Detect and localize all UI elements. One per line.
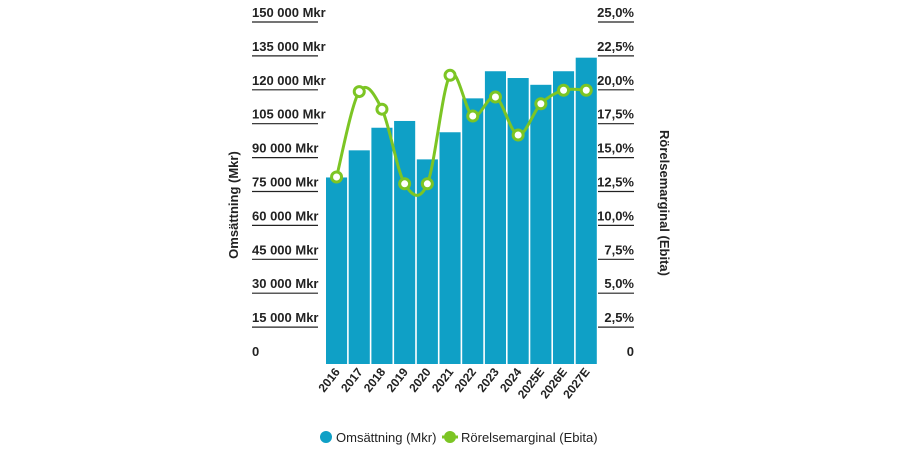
y2-tick-label: 0 — [627, 344, 634, 359]
line-point — [557, 83, 571, 97]
y2-tick-label: 25,0% — [597, 5, 634, 20]
y2-tick-label: 20,0% — [597, 73, 634, 88]
y-tick-label: 15 000 Mkr — [252, 310, 319, 325]
bar — [553, 71, 575, 365]
y-axis-title: Omsättning (Mkr) — [226, 151, 241, 259]
legend-line-label: Rörelsemarginal (Ebita) — [461, 430, 598, 445]
x-tick-label: 2016 — [315, 365, 343, 395]
x-tick-label: 2022 — [452, 365, 480, 395]
x-axis-ticks: 2016201720182019202020212022202320242025… — [315, 365, 592, 401]
line-point — [420, 177, 434, 191]
line-point — [511, 128, 525, 142]
y2-tick-label: 2,5% — [604, 310, 634, 325]
legend-bar-label: Omsättning (Mkr) — [336, 430, 436, 445]
y-tick-label: 105 000 Mkr — [252, 107, 326, 122]
left-axis-ticks: 0 15 000 Mkr 30 000 Mkr 45 000 Mkr 60 000 Mk… — [252, 5, 326, 359]
bar — [348, 150, 370, 364]
y-tick-label: 120 000 Mkr — [252, 73, 326, 88]
bar — [462, 98, 484, 365]
line-point — [352, 85, 366, 99]
x-tick-label: 2020 — [406, 365, 434, 395]
bar — [507, 78, 529, 365]
y-tick-label: 60 000 Mkr — [252, 208, 319, 223]
x-tick-label: 2019 — [384, 365, 412, 395]
bar — [530, 84, 552, 365]
line-point — [466, 109, 480, 123]
y2-tick-label: 17,5% — [597, 107, 634, 122]
y2-tick-label: 7,5% — [604, 242, 634, 257]
bar — [326, 177, 348, 364]
x-tick-label: 2017 — [338, 365, 366, 395]
line-point — [488, 90, 502, 104]
y-tick-label: 135 000 Mkr — [252, 39, 326, 54]
legend-bar-marker — [320, 431, 332, 443]
y-tick-label: 150 000 Mkr — [252, 5, 326, 20]
y-tick-label: 0 — [252, 344, 259, 359]
revenue-bars — [326, 57, 597, 365]
line-point — [443, 68, 457, 82]
legend: Omsättning (Mkr) Rörelsemarginal (Ebita) — [320, 430, 598, 445]
right-axis-ticks: 0 2,5% 5,0% 7,5% 10,0% 12,5% 15,0% 17,5% 20,0% 22… — [597, 5, 634, 359]
bar — [484, 71, 506, 365]
x-tick-label: 2023 — [474, 365, 502, 395]
y2-tick-label: 12,5% — [597, 175, 634, 190]
line-point — [579, 83, 593, 97]
y2-tick-label: 15,0% — [597, 141, 634, 156]
x-tick-label: 2021 — [429, 365, 457, 395]
y-tick-label: 45 000 Mkr — [252, 242, 319, 257]
legend-line-marker — [444, 431, 456, 443]
line-point — [375, 102, 389, 116]
bar — [575, 57, 597, 365]
bar — [439, 132, 461, 364]
y2-axis-title: Rörelsemarginal (Ebita) — [657, 130, 672, 276]
margin-line — [330, 68, 593, 197]
y-tick-label: 30 000 Mkr — [252, 276, 319, 291]
line-point — [398, 177, 412, 191]
bar — [416, 159, 438, 364]
y-tick-label: 90 000 Mkr — [252, 141, 319, 156]
line-point — [534, 97, 548, 111]
bar — [371, 127, 393, 365]
y-tick-label: 75 000 Mkr — [252, 175, 319, 190]
y2-tick-label: 22,5% — [597, 39, 634, 54]
x-tick-label: 2018 — [361, 365, 389, 395]
line-point — [330, 170, 344, 184]
y2-tick-label: 5,0% — [604, 276, 634, 291]
y2-tick-label: 10,0% — [597, 208, 634, 223]
gridlines — [252, 21, 634, 328]
